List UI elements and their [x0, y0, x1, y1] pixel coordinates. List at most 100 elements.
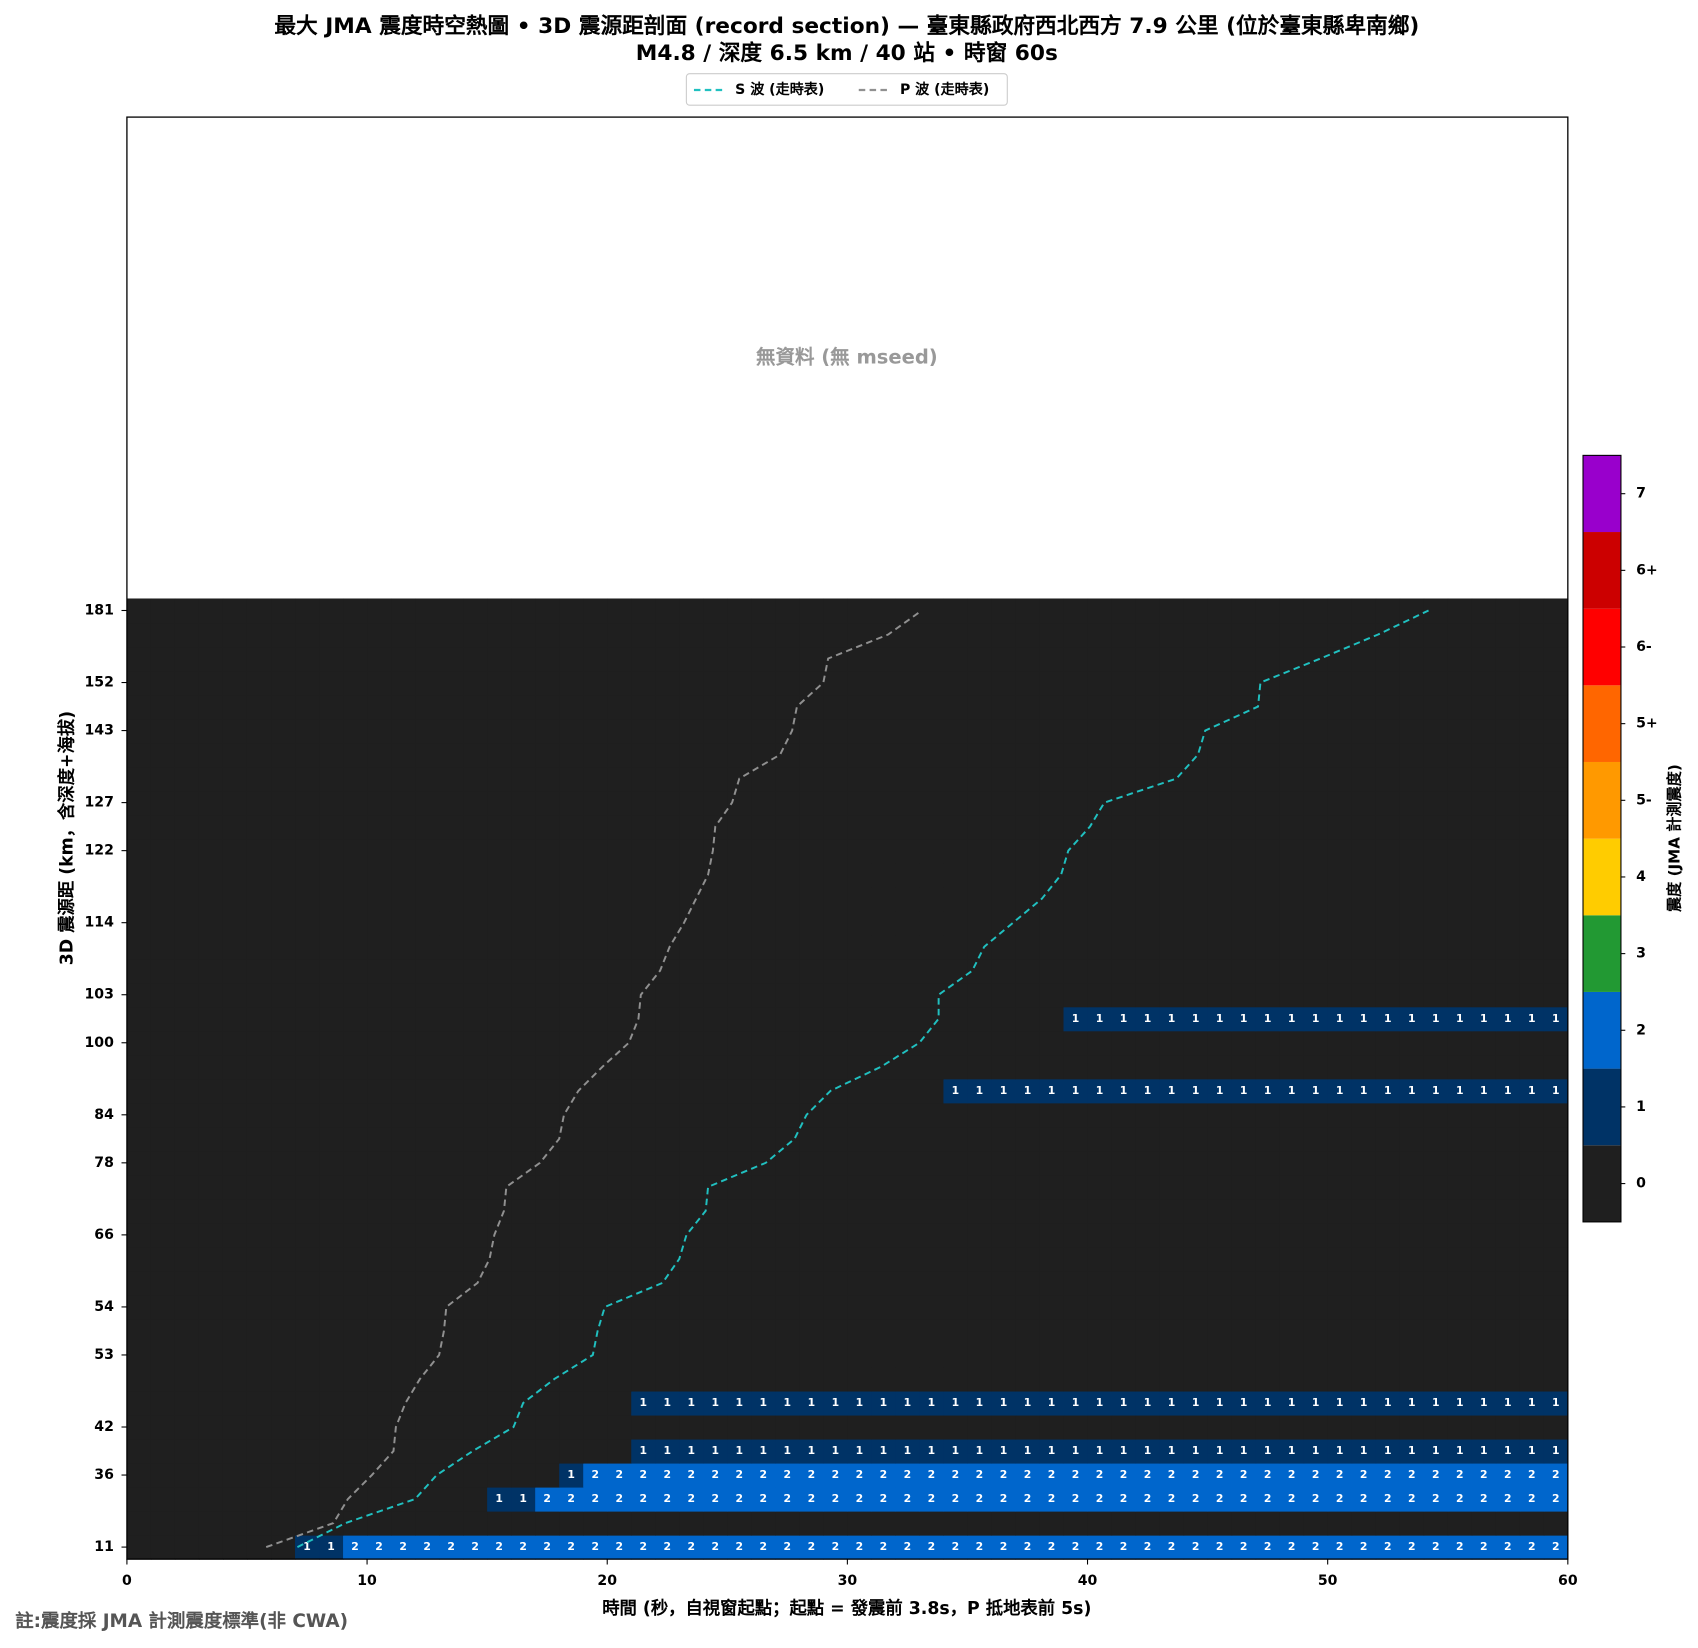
- cell-label: 1: [1312, 1396, 1320, 1409]
- heatmap-cell: [1399, 1150, 1425, 1176]
- heatmap-cell: [1351, 1126, 1377, 1152]
- heatmap-cell: [895, 1198, 920, 1224]
- heatmap-cell: [1039, 766, 1065, 792]
- heatmap-cell: [439, 1463, 464, 1488]
- heatmap-cell: [246, 718, 272, 744]
- heatmap-cell: [559, 1174, 584, 1200]
- cell-label: 2: [1288, 1540, 1296, 1553]
- heatmap-cell: [246, 766, 272, 792]
- heatmap-cell: [150, 1294, 176, 1320]
- heatmap-cell: [343, 958, 368, 984]
- heatmap-cell: [1327, 910, 1353, 936]
- cell-label: 1: [1096, 1444, 1104, 1457]
- heatmap-cell: [487, 1030, 512, 1056]
- heatmap-cell: [1423, 622, 1449, 648]
- heatmap-cell: [246, 1415, 272, 1440]
- heatmap-cell: [535, 1222, 560, 1248]
- x-tick-label: 40: [1078, 1573, 1098, 1589]
- heatmap-cell: [319, 1390, 344, 1416]
- heatmap-cell: [919, 1222, 944, 1248]
- heatmap-cell: [1423, 814, 1449, 840]
- heatmap-cell: [126, 1246, 152, 1272]
- heatmap-cell: [295, 1198, 320, 1224]
- heatmap-cell: [1351, 1390, 1377, 1416]
- heatmap-cell: [871, 838, 896, 864]
- colorbar-tick-label: 0: [1636, 1176, 1646, 1192]
- heatmap-cell: [1087, 1150, 1113, 1176]
- heatmap-cell: [871, 1150, 896, 1176]
- heatmap-cell: [1543, 1294, 1569, 1320]
- cell-label: 1: [519, 1492, 527, 1505]
- heatmap-cell: [222, 598, 248, 624]
- heatmap-cell: [1063, 694, 1089, 720]
- heatmap-cell: [919, 1030, 944, 1056]
- heatmap-cell: [319, 622, 344, 648]
- heatmap-cell: [295, 694, 320, 720]
- heatmap-cell: [415, 838, 440, 864]
- heatmap-cell: [631, 910, 656, 936]
- heatmap-cell: [847, 1366, 872, 1392]
- heatmap-cell: [1039, 1030, 1065, 1056]
- heatmap-cell: [1399, 1511, 1425, 1536]
- heatmap-cell: [655, 766, 680, 792]
- heatmap-cell: [463, 790, 488, 816]
- heatmap-cell: [679, 1054, 704, 1080]
- heatmap-cell: [1135, 1390, 1161, 1416]
- heatmap-cell: [511, 1102, 536, 1128]
- heatmap-cell: [463, 766, 488, 792]
- heatmap-cell: [343, 1390, 368, 1416]
- heatmap-cell: [1159, 1030, 1185, 1056]
- heatmap-cell: [1063, 1222, 1089, 1248]
- heatmap-cell: [1447, 1463, 1473, 1488]
- heatmap-cell: [487, 646, 512, 672]
- heatmap-cell: [919, 1535, 944, 1560]
- heatmap-cell: [895, 1390, 920, 1416]
- heatmap-cell: [222, 1366, 248, 1392]
- heatmap-cell: [1111, 766, 1137, 792]
- heatmap-cell: [679, 1078, 704, 1104]
- heatmap-cell: [391, 1174, 416, 1200]
- heatmap-cell: [1111, 1102, 1137, 1128]
- heatmap-cell: [1087, 694, 1113, 720]
- heatmap-cell: [943, 862, 968, 888]
- heatmap-cell: [727, 934, 752, 960]
- heatmap-cell: [583, 670, 608, 696]
- heatmap-cell: [535, 1246, 560, 1272]
- heatmap-cell: [1159, 1415, 1185, 1440]
- heatmap-cell: [1519, 1487, 1545, 1512]
- heatmap-cell: [1135, 910, 1161, 936]
- heatmap-cell: [559, 790, 584, 816]
- heatmap-cell: [1183, 766, 1209, 792]
- heatmap-cell: [1423, 1222, 1449, 1248]
- colorbar-segment: [1583, 1145, 1621, 1222]
- heatmap-cell: [415, 1150, 440, 1176]
- cell-label: 1: [1288, 1084, 1296, 1097]
- cell-label: 1: [1264, 1084, 1272, 1097]
- heatmap-cell: [174, 910, 200, 936]
- heatmap-cell: [439, 1078, 464, 1104]
- heatmap-cell: [246, 742, 272, 768]
- heatmap-cell: [271, 1487, 296, 1512]
- heatmap-cell: [871, 1174, 896, 1200]
- colorbar-tick-label: 6-: [1636, 639, 1652, 655]
- heatmap-cell: [775, 1030, 800, 1056]
- heatmap-cell: [487, 598, 512, 624]
- heatmap-cell: [607, 838, 632, 864]
- heatmap-cell: [1495, 1342, 1521, 1368]
- heatmap-cell: [895, 862, 920, 888]
- heatmap-cell: [943, 598, 968, 624]
- heatmap-cell: [1111, 1054, 1137, 1080]
- heatmap-cell: [1423, 1318, 1449, 1344]
- heatmap-cell: [1495, 910, 1521, 936]
- heatmap-cell: [295, 1318, 320, 1344]
- cell-label: 2: [1168, 1468, 1176, 1481]
- heatmap-cell: [1135, 838, 1161, 864]
- heatmap-cell: [583, 1246, 608, 1272]
- heatmap-cell: [823, 1006, 848, 1032]
- cell-label: 2: [663, 1468, 671, 1481]
- heatmap-cell: [1399, 982, 1425, 1008]
- heatmap-cell: [751, 1318, 776, 1344]
- cell-label: 2: [976, 1492, 984, 1505]
- heatmap-cell: [1375, 742, 1401, 768]
- heatmap-cell: [415, 1126, 440, 1152]
